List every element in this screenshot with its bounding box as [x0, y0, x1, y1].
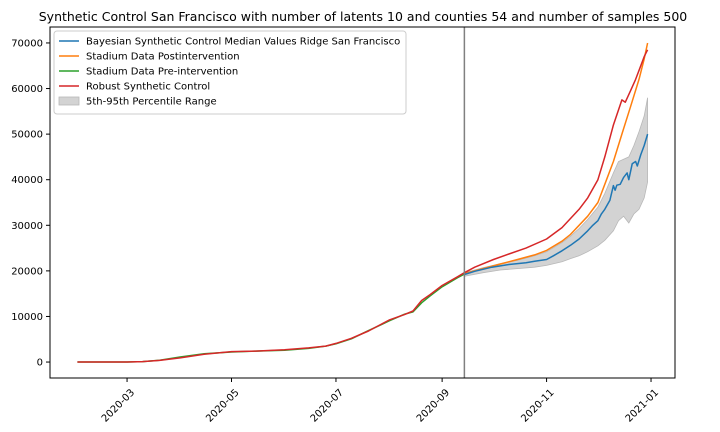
x-axis: 2020-03 2020-05 2020-07 2020-09 2020-11 2021-…	[100, 378, 661, 425]
x-tick-label: 2020-07	[309, 387, 346, 424]
x-tick-label: 2020-11	[519, 387, 556, 424]
plot-frame	[49, 26, 676, 379]
legend-label: Stadium Data Pre-intervention	[86, 67, 238, 78]
percentile-band	[463, 97, 648, 277]
x-tick-label: 2020-09	[415, 387, 452, 424]
legend-label: Stadium Data Postintervention	[86, 52, 240, 63]
series-line-2	[77, 273, 465, 363]
series-line-3	[77, 49, 649, 363]
series-line-1	[464, 42, 649, 275]
legend-label: 5th-95th Percentile Range	[86, 97, 217, 108]
series-line-0	[464, 133, 649, 276]
legend-label: Bayesian Synthetic Control Median Values…	[86, 37, 400, 48]
chart-title: Synthetic Control San Francisco with num…	[39, 9, 688, 24]
y-tick-label: 0	[37, 358, 43, 369]
band-layer	[463, 97, 648, 277]
y-tick-label: 30000	[11, 221, 43, 232]
x-tick-label: 2020-03	[100, 387, 137, 424]
series-layer	[77, 42, 649, 363]
legend-swatch	[58, 96, 80, 106]
x-tick-label: 2020-05	[204, 387, 241, 424]
y-tick-label: 70000	[11, 38, 43, 49]
y-tick-label: 20000	[11, 266, 43, 277]
y-tick-label: 50000	[11, 130, 43, 141]
legend: Bayesian Synthetic Control Median Values…	[53, 30, 407, 115]
y-tick-label: 60000	[11, 84, 43, 95]
y-tick-label: 40000	[11, 175, 43, 186]
y-tick-label: 10000	[11, 312, 43, 323]
y-axis: 0 10000 20000 30000 40000 50000 60000 70000	[11, 38, 50, 369]
legend-box	[53, 30, 407, 115]
x-tick-label: 2021-01	[624, 387, 661, 424]
legend-label: Robust Synthetic Control	[86, 82, 210, 93]
